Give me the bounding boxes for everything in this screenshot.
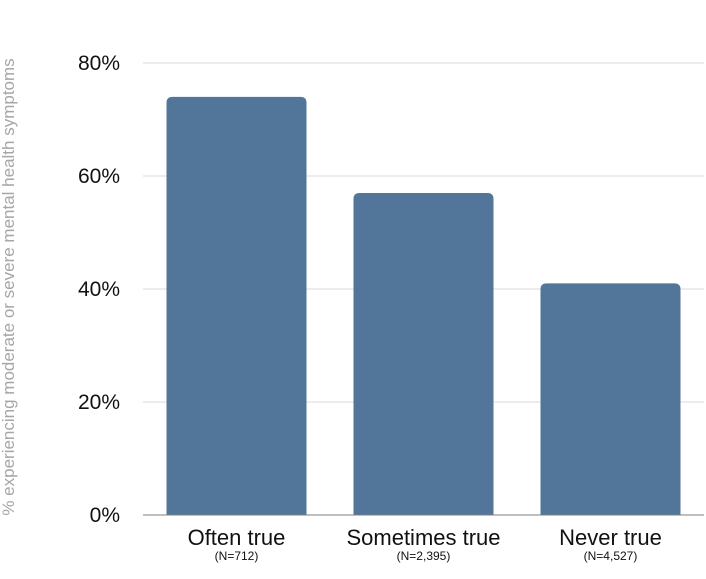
bar-sometimes-true <box>353 192 494 515</box>
y-tick-label: 40% <box>78 278 120 301</box>
bars <box>166 96 681 516</box>
y-axis-ticks: 0% 20% 40% 60% 80% <box>78 52 120 527</box>
x-axis-categories: Often true(N=712) Sometimes true(N=2,395)… <box>188 525 662 563</box>
y-tick-label: 0% <box>90 504 120 527</box>
x-category-note: (N=2,395) <box>397 549 451 563</box>
bar-never-true <box>540 283 681 515</box>
x-category-note: (N=4,527) <box>584 549 638 563</box>
x-category-label: Never true <box>559 525 662 550</box>
y-tick-label: 20% <box>78 391 120 414</box>
x-category-note: (N=712) <box>215 549 259 563</box>
y-tick-label: 60% <box>78 165 120 188</box>
y-axis-title: % experiencing moderate or severe mental… <box>0 58 18 515</box>
bar-often-true <box>166 96 307 516</box>
x-category-label: Sometimes true <box>346 525 500 550</box>
y-tick-label: 80% <box>78 52 120 75</box>
x-category-label: Often true <box>188 525 286 550</box>
